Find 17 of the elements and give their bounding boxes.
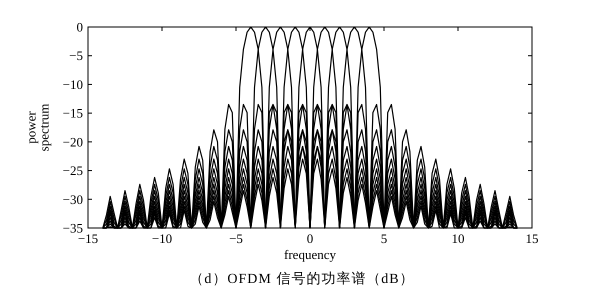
x-tick-label: −10 <box>152 231 172 246</box>
y-tick-label: −5 <box>69 48 83 64</box>
y-tick-label: −35 <box>62 220 83 236</box>
text: （d）OFDM 信号的功率谱（dB） <box>189 271 415 287</box>
x-tick-label: −5 <box>229 231 243 246</box>
y-tick-label: −15 <box>62 106 83 121</box>
y-tick-label: −30 <box>62 192 83 207</box>
y-tick-label: −10 <box>62 76 83 92</box>
y-axis-title: power spectrum <box>24 104 52 152</box>
x-tick-label: 0 <box>306 231 314 246</box>
x-tick-label: 5 <box>380 231 388 246</box>
x-axis-title: frequency <box>284 247 336 262</box>
x-tick-label: 10 <box>452 231 464 246</box>
y-tick-label: 0 <box>76 20 83 34</box>
x-tick-label: 15 <box>526 231 538 246</box>
y-tick-label: −20 <box>62 134 83 150</box>
y-tick-label: −25 <box>62 163 83 178</box>
